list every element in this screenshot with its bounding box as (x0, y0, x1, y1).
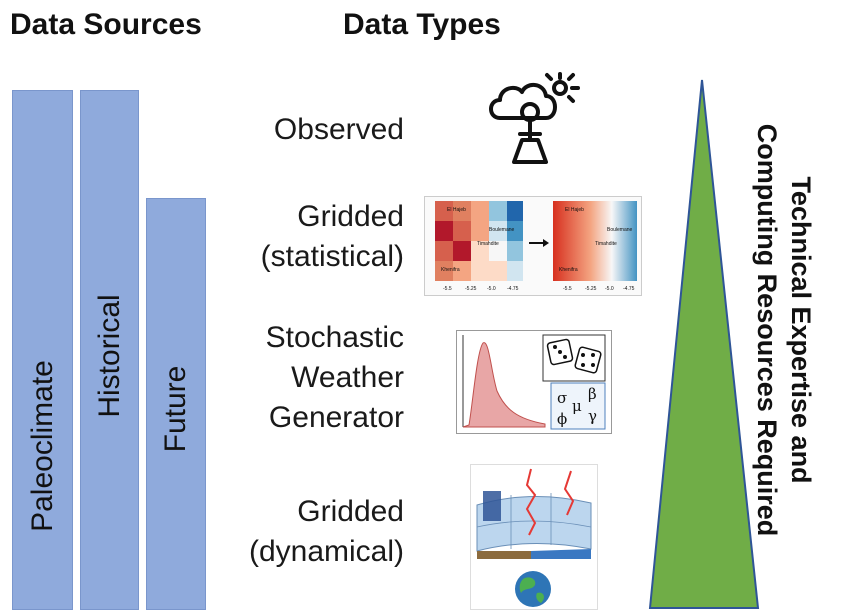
svg-text:El Hajeb: El Hajeb (447, 207, 466, 213)
gridded-dynamical-line2: (dynamical) (248, 535, 404, 568)
expertise-triangle (648, 79, 760, 609)
expertise-label-line1: Technical Expertise and (786, 176, 816, 484)
svg-text:-4.75: -4.75 (623, 286, 635, 292)
svg-text:μ: μ (572, 397, 582, 415)
gridded-dynamical-line1: Gridded (297, 495, 404, 528)
svg-text:El Hajeb: El Hajeb (565, 207, 584, 213)
svg-text:β: β (588, 385, 597, 403)
gridded-statistical-line2: (statistical) (260, 240, 404, 273)
historical-label: Historical (92, 294, 126, 418)
svg-text:Timahdite: Timahdite (477, 241, 499, 247)
svg-text:-5.25: -5.25 (465, 286, 477, 292)
smooth-grid-map (553, 201, 637, 281)
svg-text:ϕ: ϕ (557, 410, 567, 428)
dice-icon (542, 334, 606, 382)
svg-text:Khenifra: Khenifra (559, 267, 578, 273)
svg-text:-5.0: -5.0 (487, 286, 496, 292)
stochastic-line2: Weather (291, 361, 404, 394)
svg-text:σ: σ (557, 389, 567, 407)
stochastic-line3: Generator (268, 401, 404, 434)
gridded-statistical-maps: El Hajeb Boulemane Timahdite Khenifra El… (424, 196, 642, 296)
gridded-dynamical-label: Gridded (dynamical) (164, 492, 404, 572)
svg-text:γ: γ (588, 407, 597, 425)
future-bar: Future (146, 198, 206, 610)
gridded-statistical-label: Gridded (statistical) (164, 197, 404, 277)
stochastic-line1: Stochastic (265, 321, 404, 354)
weather-station-icon (486, 68, 582, 166)
svg-text:Boulemane: Boulemane (607, 227, 633, 233)
gridded-statistical-line1: Gridded (297, 200, 404, 233)
svg-text:-4.75: -4.75 (507, 286, 519, 292)
stochastic-generator-label: Stochastic Weather Generator (164, 318, 404, 438)
observed-text: Observed (273, 113, 404, 146)
stochastic-generator-graphic: σ μ β ϕ γ (456, 330, 612, 434)
climate-model-schematic (470, 464, 598, 610)
svg-text:Boulemane: Boulemane (489, 227, 515, 233)
data-types-heading: Data Types (343, 8, 501, 41)
svg-text:-5.25: -5.25 (585, 286, 597, 292)
data-sources-heading: Data Sources (10, 8, 202, 41)
greek-parameters: σ μ β ϕ γ (550, 382, 606, 430)
coarse-grid-map (435, 201, 523, 281)
globe-icon (515, 571, 551, 607)
paleoclimate-label: Paleoclimate (25, 360, 59, 532)
svg-text:-5.5: -5.5 (563, 286, 572, 292)
svg-text:Khenifra: Khenifra (441, 267, 460, 273)
observed-label: Observed (164, 110, 404, 150)
expertise-label: Technical Expertise and Computing Resour… (750, 124, 818, 537)
historical-bar: Historical (80, 90, 139, 610)
paleoclimate-bar: Paleoclimate (12, 90, 73, 610)
svg-text:-5.5: -5.5 (443, 286, 452, 292)
svg-text:-5.0: -5.0 (605, 286, 614, 292)
svg-text:Timahdite: Timahdite (595, 241, 617, 247)
expertise-label-line2: Computing Resources Required (752, 123, 782, 537)
